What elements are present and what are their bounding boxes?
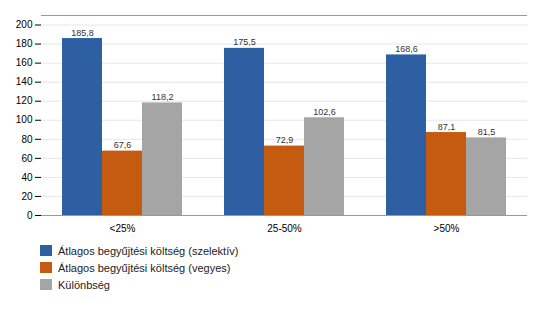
svg-text:80: 80 [21,134,33,145]
svg-text:<25%: <25% [110,223,136,234]
svg-text:102,6: 102,6 [313,107,336,117]
svg-text:100: 100 [16,114,33,125]
svg-text:40: 40 [21,172,33,183]
svg-text:160: 160 [16,57,33,68]
html-text:Átlagos begyűjtési költség (ve: Átlagos begyűjtési költség (vegyes) [58,261,231,274]
svg-text:140: 140 [16,76,33,87]
svg-text:200: 200 [16,19,33,30]
svg-text:120: 120 [16,95,33,106]
svg-text:180: 180 [16,38,33,49]
svg-text:118,2: 118,2 [152,92,174,102]
svg-text:25-50%: 25-50% [267,223,302,234]
html-text:Különbség: Különbség [58,278,110,291]
svg-text:185,8: 185,8 [71,28,94,38]
svg-text:0: 0 [27,210,33,221]
svg-text:87,1: 87,1 [438,122,456,132]
html-text:Átlagos begyűjtési költség (sz: Átlagos begyűjtési költség (szelektív) [58,244,239,257]
svg-text:72,9: 72,9 [276,135,294,145]
svg-text:67,6: 67,6 [114,140,132,150]
svg-text:168,6: 168,6 [395,44,418,54]
svg-text:60: 60 [21,153,33,164]
svg-text:20: 20 [21,191,33,202]
svg-text:81,5: 81,5 [478,127,496,137]
svg-text:>50%: >50% [434,223,460,234]
svg-text:175,5: 175,5 [233,37,256,47]
